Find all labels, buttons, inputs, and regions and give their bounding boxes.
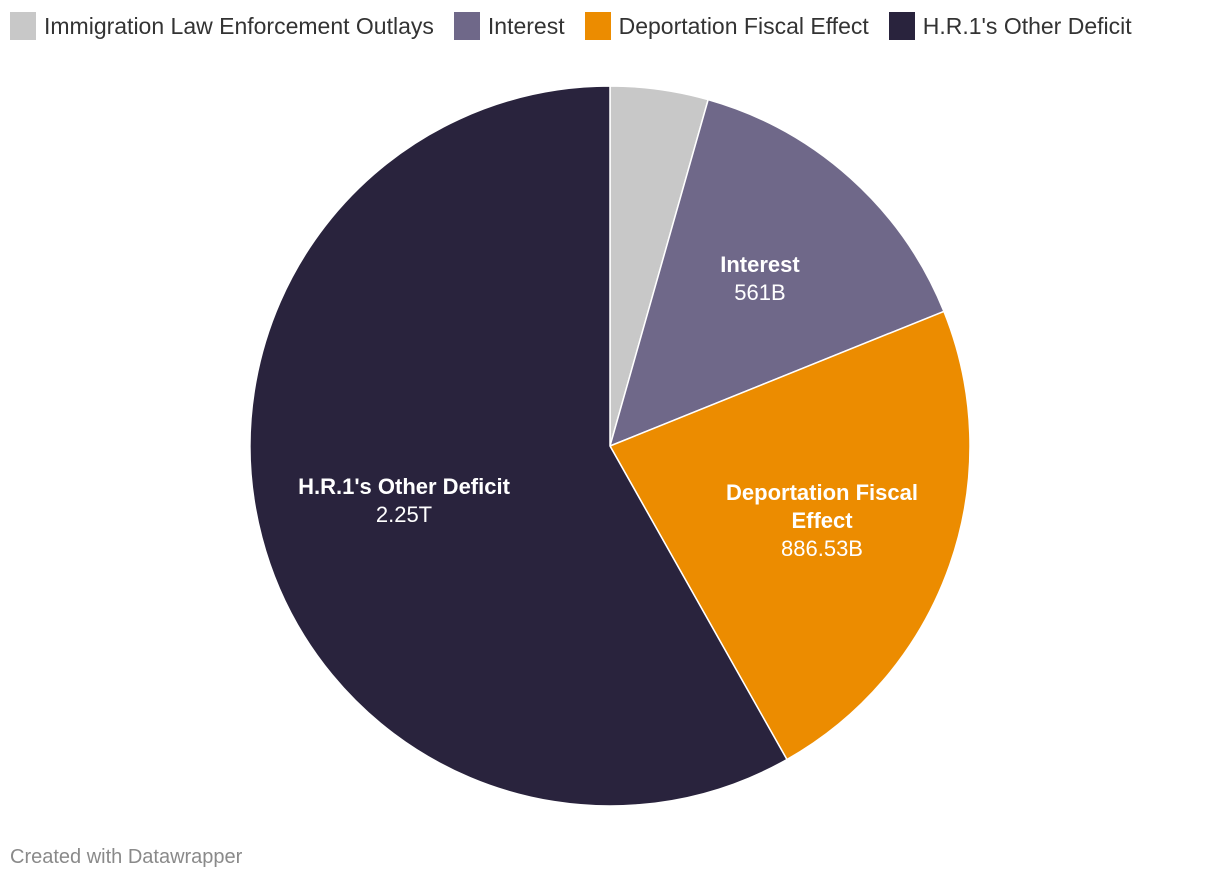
pie-labels: Interest 561B Deportation Fiscal Effect … xyxy=(298,252,918,561)
slice-label-deportation-value: 886.53B xyxy=(781,536,863,561)
slice-label-interest-value: 561B xyxy=(734,280,785,305)
legend-label-interest: Interest xyxy=(487,12,565,39)
legend: Immigration Law Enforcement Outlays Inte… xyxy=(10,12,1132,40)
legend-label-deportation: Deportation Fiscal Effect xyxy=(618,12,869,39)
slice-label-deportation-name-line2: Effect xyxy=(791,508,853,533)
slice-label-hr1-name: H.R.1's Other Deficit xyxy=(298,474,511,499)
legend-label-immigration: Immigration Law Enforcement Outlays xyxy=(44,12,434,39)
legend-swatch-hr1 xyxy=(888,12,915,40)
pie-slice-interest xyxy=(609,98,945,447)
legend-swatch-deportation xyxy=(584,12,611,40)
slice-label-interest-name: Interest xyxy=(720,252,800,277)
slice-label-deportation-name-line1: Deportation Fiscal xyxy=(726,480,918,505)
legend-item-interest: Interest xyxy=(453,12,565,40)
slice-label-hr1-value: 2.25T xyxy=(376,502,432,527)
legend-item-deportation: Deportation Fiscal Effect xyxy=(584,12,869,40)
legend-item-hr1: H.R.1's Other Deficit xyxy=(888,12,1132,40)
legend-swatch-immigration xyxy=(10,12,36,40)
pie-slice-h-r-1-s-other-deficit xyxy=(249,85,788,807)
legend-label-hr1: H.R.1's Other Deficit xyxy=(922,12,1132,39)
legend-item-immigration: Immigration Law Enforcement Outlays xyxy=(10,12,434,40)
pie-slice-deportation-fiscal-effect xyxy=(609,310,971,761)
legend-swatch-interest xyxy=(453,12,480,40)
pie-slices xyxy=(249,85,971,807)
datawrapper-credit: Created with Datawrapper xyxy=(10,846,243,868)
